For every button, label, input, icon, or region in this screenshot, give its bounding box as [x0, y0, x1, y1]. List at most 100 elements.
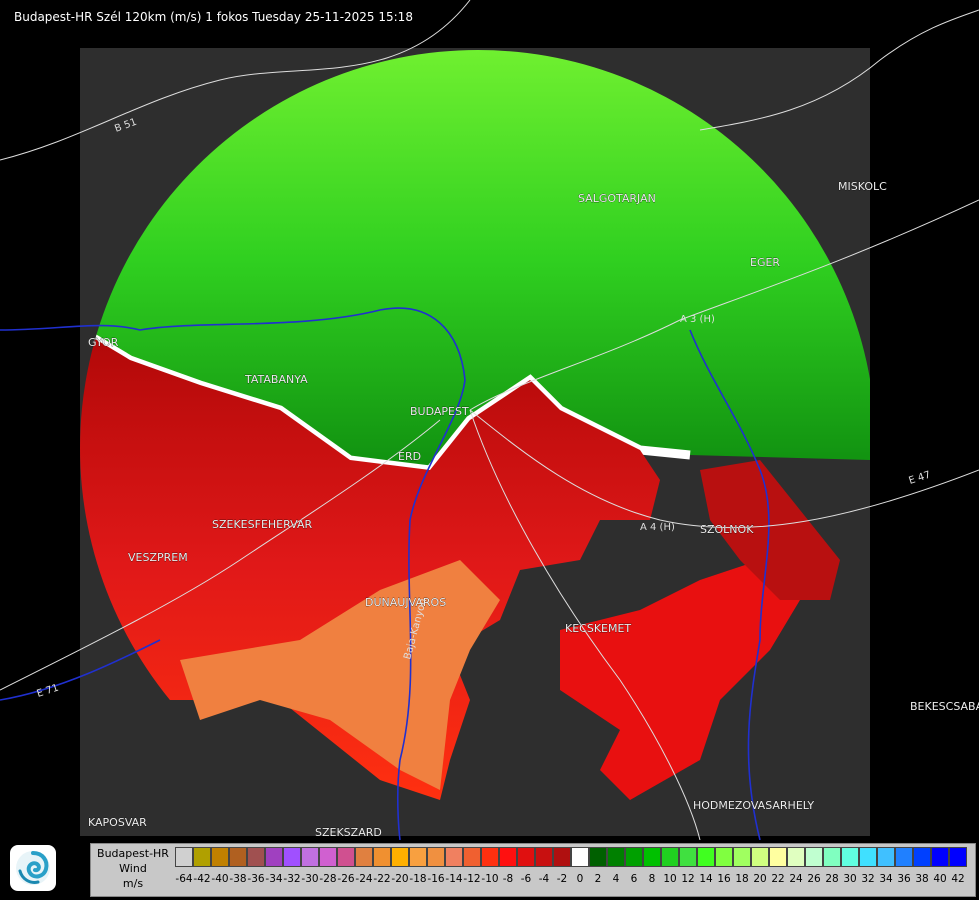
- road-label: E 47: [908, 470, 933, 487]
- legend-swatch: [211, 847, 229, 867]
- city-label: DUNAUJVAROS: [365, 596, 446, 609]
- legend-swatch: [481, 847, 499, 867]
- legend-swatch: [733, 847, 751, 867]
- legend-swatch: [931, 847, 949, 867]
- legend-label: 36: [897, 873, 911, 885]
- legend-label: 12: [681, 873, 695, 885]
- city-label: EGER: [750, 256, 780, 269]
- east-echoes: [700, 460, 840, 600]
- legend-label: -20: [391, 873, 409, 885]
- legend-swatch: [409, 847, 427, 867]
- legend-swatch: [499, 847, 517, 867]
- legend-swatch: [319, 847, 337, 867]
- legend-label: -22: [373, 873, 391, 885]
- legend-label: 24: [789, 873, 803, 885]
- roads: [0, 0, 979, 841]
- city-label: SZOLNOK: [700, 523, 754, 536]
- legend-label: 38: [915, 873, 929, 885]
- legend-label: 10: [663, 873, 677, 885]
- legend-swatch: [697, 847, 715, 867]
- radar-echo-field: [80, 50, 870, 800]
- legend-label: -28: [319, 873, 337, 885]
- legend-swatch: [949, 847, 967, 867]
- legend-labels: -64 -42 -40 -38 -36 -34 -32 -30 -28 -26 -24 -22 -20-…: [175, 873, 967, 889]
- city-label: MISKOLC: [838, 180, 887, 193]
- legend-swatch: [769, 847, 787, 867]
- city-label: ERD: [398, 450, 421, 463]
- radar-map-svg: MISKOLC SALGOTARJAN EGER TATABANYA BUDAP…: [0, 0, 979, 841]
- legend-swatch: [823, 847, 841, 867]
- legend-label: -34: [265, 873, 283, 885]
- legend-swatch: [607, 847, 625, 867]
- legend-caption: Budapest-HR Wind m/s: [91, 846, 175, 891]
- legend-swatch: [787, 847, 805, 867]
- legend-source: Budapest-HR: [97, 847, 169, 860]
- legend-label: 42: [951, 873, 965, 885]
- legend-label: 4: [612, 873, 620, 885]
- legend-swatch: [175, 847, 193, 867]
- legend-label: -64: [175, 873, 193, 885]
- legend-swatch: [265, 847, 283, 867]
- legend-label: -2: [556, 873, 568, 885]
- legend-swatches: [175, 847, 967, 867]
- legend-swatch: [805, 847, 823, 867]
- legend-label: -38: [229, 873, 247, 885]
- legend-label: -4: [538, 873, 550, 885]
- legend-product: Wind: [119, 862, 147, 875]
- legend-swatch: [625, 847, 643, 867]
- city-labels: MISKOLC SALGOTARJAN EGER TATABANYA BUDAP…: [88, 180, 979, 839]
- legend-label: 32: [861, 873, 875, 885]
- legend-swatch: [751, 847, 769, 867]
- legend-label: 0: [576, 873, 584, 885]
- city-label: VESZPREM: [128, 551, 188, 564]
- legend-swatch: [301, 847, 319, 867]
- legend-unit: m/s: [122, 877, 144, 890]
- legend-label: -8: [502, 873, 514, 885]
- legend-label: -42: [193, 873, 211, 885]
- city-label: GYOR: [88, 336, 119, 349]
- road-label: E 71: [36, 683, 61, 700]
- legend-label: -10: [481, 873, 499, 885]
- legend-swatch: [877, 847, 895, 867]
- city-label: SZEKSZARD: [315, 826, 382, 839]
- legend-label: 8: [648, 873, 656, 885]
- road-label: A 3 (H): [680, 314, 715, 325]
- moderate-receding-area: [180, 560, 500, 790]
- legend-swatch: [445, 847, 463, 867]
- southeast-echoes: [560, 560, 800, 800]
- legend-swatch: [283, 847, 301, 867]
- legend-swatch: [895, 847, 913, 867]
- legend-label: 22: [771, 873, 785, 885]
- legend-label: -26: [337, 873, 355, 885]
- color-legend: Budapest-HR Wind m/s -64 -42 -40 -38 -36 -34-…: [90, 843, 976, 897]
- legend-swatch: [859, 847, 877, 867]
- legend-label: -16: [427, 873, 445, 885]
- legend-swatch: [427, 847, 445, 867]
- legend-swatch: [841, 847, 859, 867]
- legend-label: 16: [717, 873, 731, 885]
- city-label: HODMEZOVASARHELY: [693, 799, 814, 812]
- legend-label: -18: [409, 873, 427, 885]
- legend-swatch: [373, 847, 391, 867]
- city-label: SZEKESFEHERVAR: [212, 518, 313, 531]
- swirl-icon: [16, 851, 50, 885]
- legend-label: -30: [301, 873, 319, 885]
- approaching-wind-area: [80, 50, 870, 470]
- city-label: KAPOSVAR: [88, 816, 147, 829]
- legend-label: -12: [463, 873, 481, 885]
- legend-swatch: [553, 847, 571, 867]
- legend-label: 34: [879, 873, 893, 885]
- road-label: A 4 (H): [640, 522, 675, 533]
- city-label: SALGOTARJAN: [578, 192, 656, 205]
- legend-swatch: [643, 847, 661, 867]
- legend-swatch: [715, 847, 733, 867]
- rivers: [0, 307, 770, 841]
- legend-label: 40: [933, 873, 947, 885]
- legend-swatch: [571, 847, 589, 867]
- city-label: KECSKEMET: [565, 622, 631, 635]
- legend-swatch: [679, 847, 697, 867]
- legend-label: -32: [283, 873, 301, 885]
- legend-label: 2: [594, 873, 602, 885]
- legend-label: 18: [735, 873, 749, 885]
- legend-label: -24: [355, 873, 373, 885]
